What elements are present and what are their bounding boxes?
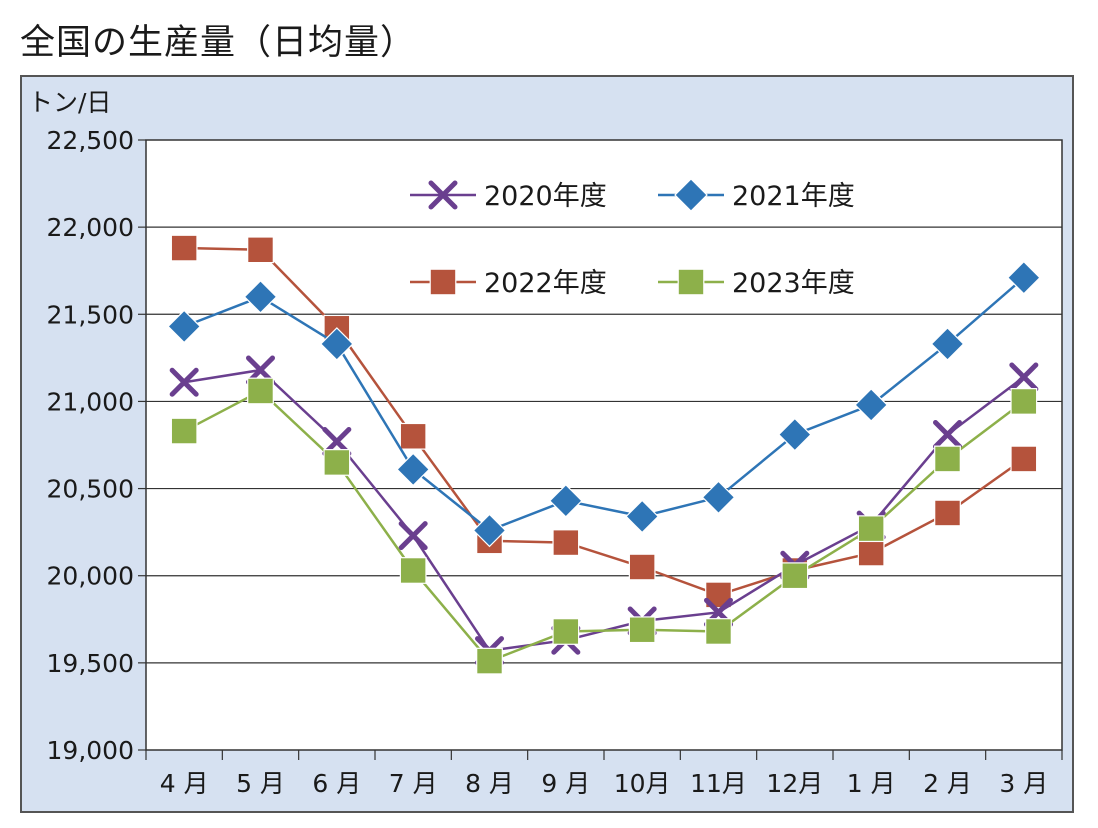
x-tick-label: 4 月 bbox=[160, 769, 209, 798]
data-point bbox=[319, 327, 354, 361]
data-point bbox=[169, 367, 199, 397]
plot-area bbox=[145, 139, 1063, 751]
legend-label: 2023年度 bbox=[732, 268, 855, 299]
y-tick-label: 21,500 bbox=[47, 300, 134, 329]
x-tick-label: 9 月 bbox=[541, 769, 590, 798]
x-tick-label: 12月 bbox=[766, 769, 823, 798]
data-point bbox=[933, 420, 962, 450]
y-tick-label: 22,500 bbox=[47, 126, 134, 155]
data-point bbox=[476, 647, 503, 675]
x-tick-label: 2 月 bbox=[923, 769, 972, 798]
y-tick-label: 20,000 bbox=[47, 562, 134, 591]
x-tick-label: 5 月 bbox=[236, 769, 285, 798]
chart-panel: 19,000 19,500 20,000 20,500 21,000 21,500 22,0… bbox=[20, 75, 1074, 813]
line-chart: 19,000 19,500 20,000 20,500 21,000 21,500 22,0… bbox=[28, 88, 1063, 798]
x-tick-label: 1 月 bbox=[847, 769, 896, 798]
data-point bbox=[934, 445, 961, 473]
legend-label: 2020年度 bbox=[484, 181, 607, 212]
y-tick-label: 19,500 bbox=[47, 649, 134, 678]
legend-marker bbox=[429, 268, 457, 296]
legend-label: 2022年度 bbox=[484, 268, 607, 299]
x-tick-label: 11月 bbox=[690, 769, 747, 798]
legend-marker bbox=[677, 268, 705, 296]
x-tick-label: 8 月 bbox=[465, 769, 514, 798]
data-point bbox=[930, 327, 965, 361]
y-tick-label: 20,500 bbox=[47, 475, 134, 504]
data-point bbox=[777, 417, 812, 452]
data-point bbox=[1010, 388, 1038, 415]
data-point bbox=[399, 557, 427, 584]
data-point bbox=[1009, 362, 1039, 392]
data-point bbox=[398, 521, 428, 551]
x-tick-label: 7 月 bbox=[389, 769, 438, 798]
legend-marker bbox=[674, 178, 708, 212]
data-point bbox=[1006, 260, 1041, 295]
y-tick-label: 21,000 bbox=[47, 387, 134, 416]
data-point bbox=[396, 452, 431, 487]
legend-label: 2021年度 bbox=[732, 181, 855, 212]
data-point bbox=[170, 234, 198, 262]
data-point bbox=[857, 539, 885, 567]
data-point bbox=[628, 553, 656, 581]
data-point bbox=[628, 616, 656, 644]
data-point bbox=[243, 280, 278, 314]
data-point bbox=[399, 422, 427, 450]
data-point bbox=[625, 499, 660, 534]
x-tick-label: 3 月 bbox=[999, 769, 1048, 798]
data-point bbox=[552, 618, 580, 645]
series-line-2021年度 bbox=[183, 276, 1025, 532]
y-tick-label: 19,000 bbox=[47, 736, 134, 765]
data-point bbox=[548, 483, 583, 518]
data-point bbox=[1010, 445, 1038, 473]
data-point bbox=[934, 499, 961, 527]
data-point bbox=[167, 309, 202, 344]
data-point bbox=[854, 388, 889, 422]
data-point bbox=[552, 529, 580, 556]
x-tick-label: 10月 bbox=[614, 769, 671, 798]
data-point bbox=[701, 480, 736, 515]
data-point bbox=[170, 417, 198, 445]
data-point bbox=[781, 562, 809, 590]
data-point bbox=[705, 618, 732, 645]
data-point bbox=[323, 449, 351, 476]
data-point bbox=[247, 236, 274, 264]
legend-marker bbox=[428, 180, 458, 210]
page-title: 全国の生産量（日均量） bbox=[20, 23, 417, 63]
data-point bbox=[247, 377, 274, 405]
y-axis-label: トン/日 bbox=[28, 88, 111, 117]
y-tick-label: 22,000 bbox=[47, 213, 134, 242]
data-point bbox=[472, 513, 507, 548]
x-tick-label: 6 月 bbox=[312, 769, 361, 798]
data-point bbox=[857, 515, 885, 543]
